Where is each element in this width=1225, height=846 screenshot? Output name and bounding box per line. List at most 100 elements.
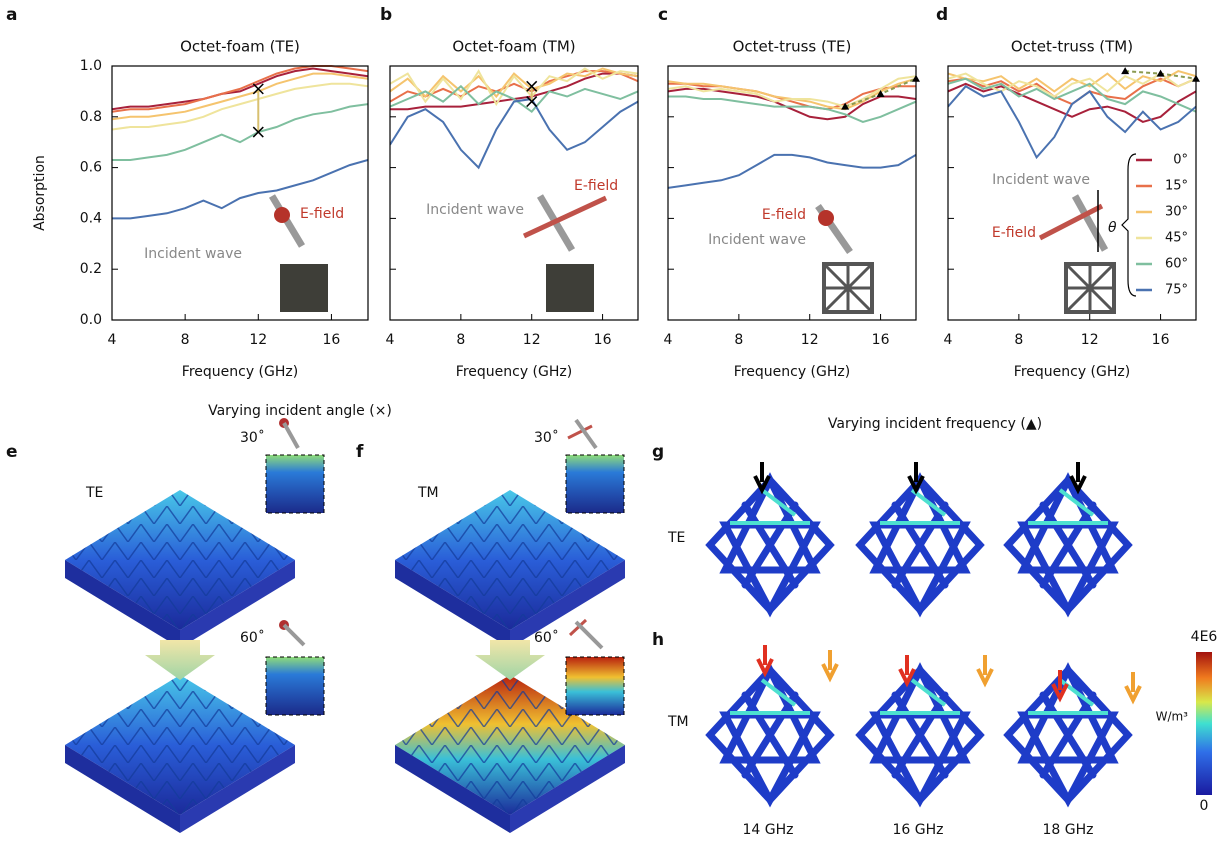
lattice-plate bbox=[65, 675, 295, 833]
hotspot-arrow bbox=[907, 462, 925, 495]
hotspot-arrow bbox=[1069, 462, 1087, 495]
x-tick-label: 16 bbox=[323, 332, 341, 348]
marker bbox=[1156, 69, 1165, 77]
wave-arrow bbox=[1071, 194, 1109, 252]
lattice-plate bbox=[65, 490, 295, 648]
legend-label: 0° bbox=[1173, 153, 1188, 168]
series-line bbox=[948, 85, 1196, 160]
x-tick-label: 16 bbox=[872, 332, 890, 348]
angle-label: 60˚ bbox=[534, 629, 559, 646]
unit-cell bbox=[280, 264, 328, 312]
x-tick-label: 12 bbox=[249, 332, 267, 348]
truss bbox=[710, 480, 830, 610]
e-field-dot bbox=[274, 207, 290, 223]
series-line bbox=[668, 82, 916, 111]
section-title: Varying incident frequency (▲) bbox=[828, 416, 1042, 432]
angle-label: 60˚ bbox=[240, 629, 265, 646]
marker bbox=[1121, 67, 1130, 75]
marker bbox=[252, 83, 264, 95]
truss bbox=[860, 670, 980, 800]
series-line bbox=[390, 67, 638, 99]
inset bbox=[265, 656, 325, 716]
legend-label: 75° bbox=[1165, 283, 1188, 298]
mode-label: TE bbox=[667, 530, 685, 546]
annotation: Incident wave bbox=[426, 202, 524, 218]
x-tick-label: 12 bbox=[523, 332, 541, 348]
mode-label: TM bbox=[667, 714, 689, 730]
truss bbox=[860, 480, 980, 610]
plot-frame bbox=[111, 65, 369, 321]
legend-label: 60° bbox=[1165, 257, 1188, 272]
y-axis-label: Absorption bbox=[32, 155, 48, 231]
annotation: E-field bbox=[300, 206, 344, 222]
legend-label: 15° bbox=[1165, 179, 1188, 194]
chart-title: Octet-truss (TM) bbox=[1011, 38, 1133, 56]
plot-frame bbox=[389, 65, 639, 321]
colorbar-max: 4E6 bbox=[1191, 629, 1218, 645]
series-line bbox=[668, 75, 916, 108]
panel-label: e bbox=[6, 442, 18, 462]
x-tick-label: 8 bbox=[456, 332, 465, 348]
x-tick-label: 8 bbox=[734, 332, 743, 348]
series-line bbox=[948, 72, 1196, 98]
hotspot-arrow bbox=[898, 655, 916, 688]
inset bbox=[265, 454, 325, 514]
series-line bbox=[112, 72, 368, 121]
lower-texts: Varying incident angle (×) Varying incid… bbox=[6, 403, 1217, 838]
unit-cell-truss bbox=[1064, 262, 1116, 314]
series-line bbox=[112, 82, 368, 131]
chart: d Octet-truss (TM) Frequency (GHz) 4 8 12 16 E-… bbox=[936, 5, 1200, 380]
inset bbox=[565, 454, 625, 514]
legend-label: 30° bbox=[1165, 205, 1188, 220]
plot-frame bbox=[667, 65, 917, 321]
y-tick-label: 0.2 bbox=[80, 261, 102, 277]
legend-label: 45° bbox=[1165, 231, 1188, 246]
annotation: E-field bbox=[574, 178, 618, 194]
panel-gh-art bbox=[710, 462, 1212, 800]
series-line bbox=[390, 84, 638, 114]
down-arrow bbox=[145, 640, 215, 680]
frequency-label: 14 GHz bbox=[743, 822, 794, 838]
e-field-arrow bbox=[568, 618, 588, 637]
series-line bbox=[948, 77, 1196, 113]
inset bbox=[565, 656, 625, 716]
marker bbox=[526, 80, 538, 92]
panel-label: h bbox=[652, 630, 664, 650]
annotation: Incident wave bbox=[708, 232, 806, 248]
hotspot-arrow bbox=[1051, 670, 1069, 703]
wave-arrow bbox=[282, 623, 306, 647]
marker bbox=[1192, 74, 1200, 82]
x-tick-label: 16 bbox=[1152, 332, 1170, 348]
chart: c Octet-truss (TE) Frequency (GHz) 4 8 12 16 E-… bbox=[658, 5, 920, 380]
series-line bbox=[112, 159, 368, 220]
e-field-arrow bbox=[567, 424, 593, 440]
series-line bbox=[112, 67, 368, 111]
marker bbox=[252, 126, 264, 138]
truss bbox=[710, 670, 830, 800]
panel-label: a bbox=[6, 5, 17, 25]
x-tick-label: 8 bbox=[1014, 332, 1023, 348]
x-tick-label: 8 bbox=[181, 332, 190, 348]
series-line bbox=[668, 95, 916, 123]
wave-arrow bbox=[574, 418, 598, 450]
e-field-arrow bbox=[522, 195, 608, 239]
truss bbox=[1008, 670, 1128, 800]
y-tick-label: 0.6 bbox=[80, 160, 102, 176]
x-axis-label: Frequency (GHz) bbox=[456, 364, 572, 380]
chart: b Octet-foam (TM) Frequency (GHz) 4 8 12 16 E-f… bbox=[380, 5, 639, 380]
plot-frame bbox=[947, 65, 1197, 321]
series-line bbox=[948, 82, 1196, 123]
marker bbox=[876, 89, 885, 97]
e-field-dot bbox=[818, 210, 834, 226]
hotspot-arrow bbox=[821, 650, 839, 683]
x-tick-label: 4 bbox=[664, 332, 673, 348]
mode-label: TE bbox=[85, 485, 103, 501]
x-tick-label: 16 bbox=[594, 332, 612, 348]
panel-label: d bbox=[936, 5, 948, 25]
x-tick-label: 4 bbox=[944, 332, 953, 348]
frequency-label: 16 GHz bbox=[893, 822, 944, 838]
lattice-plate bbox=[395, 490, 625, 648]
e-field-arrow bbox=[1038, 203, 1104, 241]
panel-label: b bbox=[380, 5, 392, 25]
